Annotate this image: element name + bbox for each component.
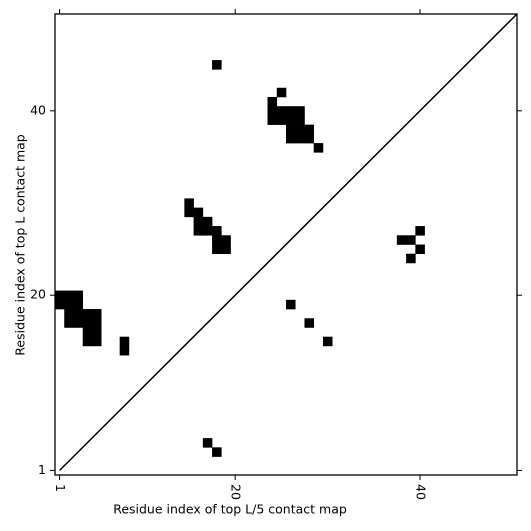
contact-cell [304,124,315,135]
contact-cell [286,106,296,116]
contact-cell [193,216,204,227]
contact-cell [276,106,287,116]
y-tick-label: 1 [38,462,46,477]
contact-cell [313,143,324,153]
contact-cell [221,244,231,255]
contact-cell [119,336,130,347]
contact-cell [212,226,222,236]
contact-cell [119,345,130,356]
contact-cell [304,133,315,144]
contact-cell [91,318,102,328]
contact-cell [286,133,296,144]
contact-cell [73,299,84,310]
contact-cell [55,299,65,310]
contact-cell [304,318,315,328]
y-tick-label: 40 [30,102,46,117]
contact-cell [91,336,102,347]
contact-cell [202,226,213,236]
contact-cell [91,309,102,319]
x-tick-label: 1 [53,484,68,492]
contact-cell [202,216,213,227]
contact-cell [73,318,84,328]
contact-cell [64,299,74,310]
contact-cell [73,309,84,319]
contact-cell [82,327,93,337]
plot-frame [54,13,518,476]
contact-cell [295,106,305,116]
contact-cell [184,198,194,208]
contact-cell [267,96,278,107]
x-axis-label: Residue index of top L/5 contact map [113,502,347,517]
contact-cell [415,226,425,236]
contact-cell [184,207,194,218]
contact-cell [286,299,296,310]
contact-cell [82,318,93,328]
y-tick-label: 20 [30,287,46,302]
contact-cell [202,438,213,448]
contact-cell [82,336,93,347]
contact-cell [267,106,278,116]
contact-cell [221,235,231,245]
contact-cell [295,115,305,125]
contact-cell [286,124,296,135]
contact-cell [406,235,416,245]
contact-cell [55,290,65,301]
contact-cell [64,290,74,301]
contact-cell [267,115,278,125]
contact-cell [193,226,204,236]
contact-cell [64,309,74,319]
contact-cell [193,207,204,218]
contact-cell [91,327,102,337]
contact-cell [295,133,305,144]
contact-cell [396,235,407,245]
contact-cell [73,290,84,301]
contact-cell [82,309,93,319]
diagonal-line [59,13,518,471]
contact-cell [295,124,305,135]
contact-cell [212,244,222,255]
contact-cell [415,244,425,255]
y-axis-label: Residue index of top L contact map [13,134,28,355]
contact-cell [212,235,222,245]
x-tick-label: 40 [413,484,428,500]
contact-cell [322,336,333,347]
contact-cell [286,115,296,125]
x-tick-label: 20 [229,484,244,500]
contact-cell [276,87,287,98]
contact-cell [64,318,74,328]
contact-cell [212,447,222,457]
contact-cell [406,253,416,264]
contact-cell [276,115,287,125]
contact-cell [212,60,222,70]
